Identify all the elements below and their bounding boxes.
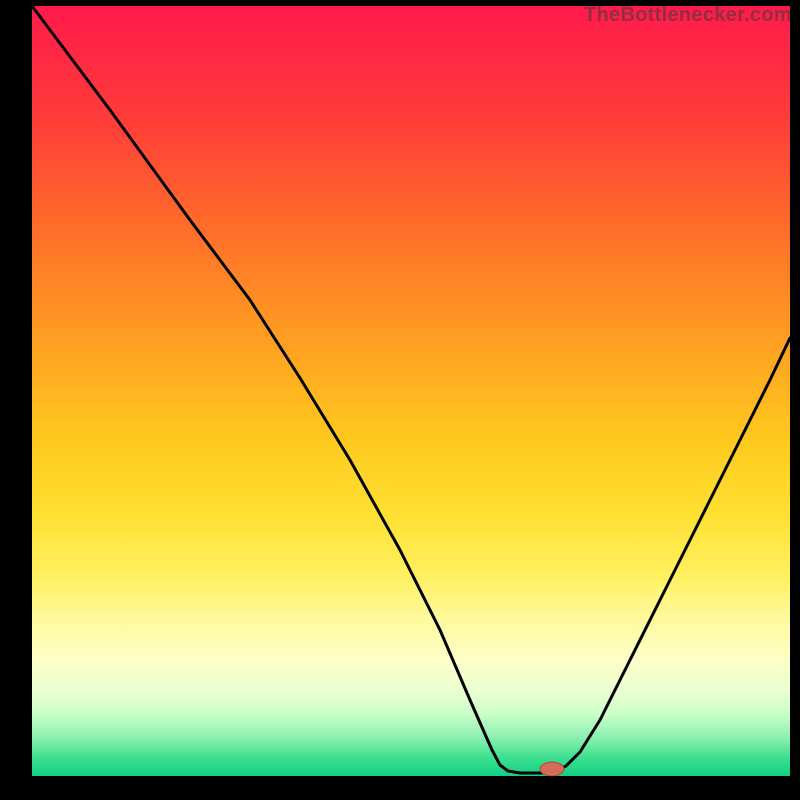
optimal-point-marker bbox=[540, 762, 564, 776]
chart-overlay bbox=[0, 0, 800, 800]
bottleneck-curve bbox=[32, 6, 790, 773]
watermark-text: TheBottlenecker.com bbox=[584, 4, 792, 27]
